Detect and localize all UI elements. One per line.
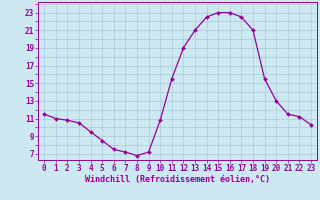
- X-axis label: Windchill (Refroidissement éolien,°C): Windchill (Refroidissement éolien,°C): [85, 175, 270, 184]
